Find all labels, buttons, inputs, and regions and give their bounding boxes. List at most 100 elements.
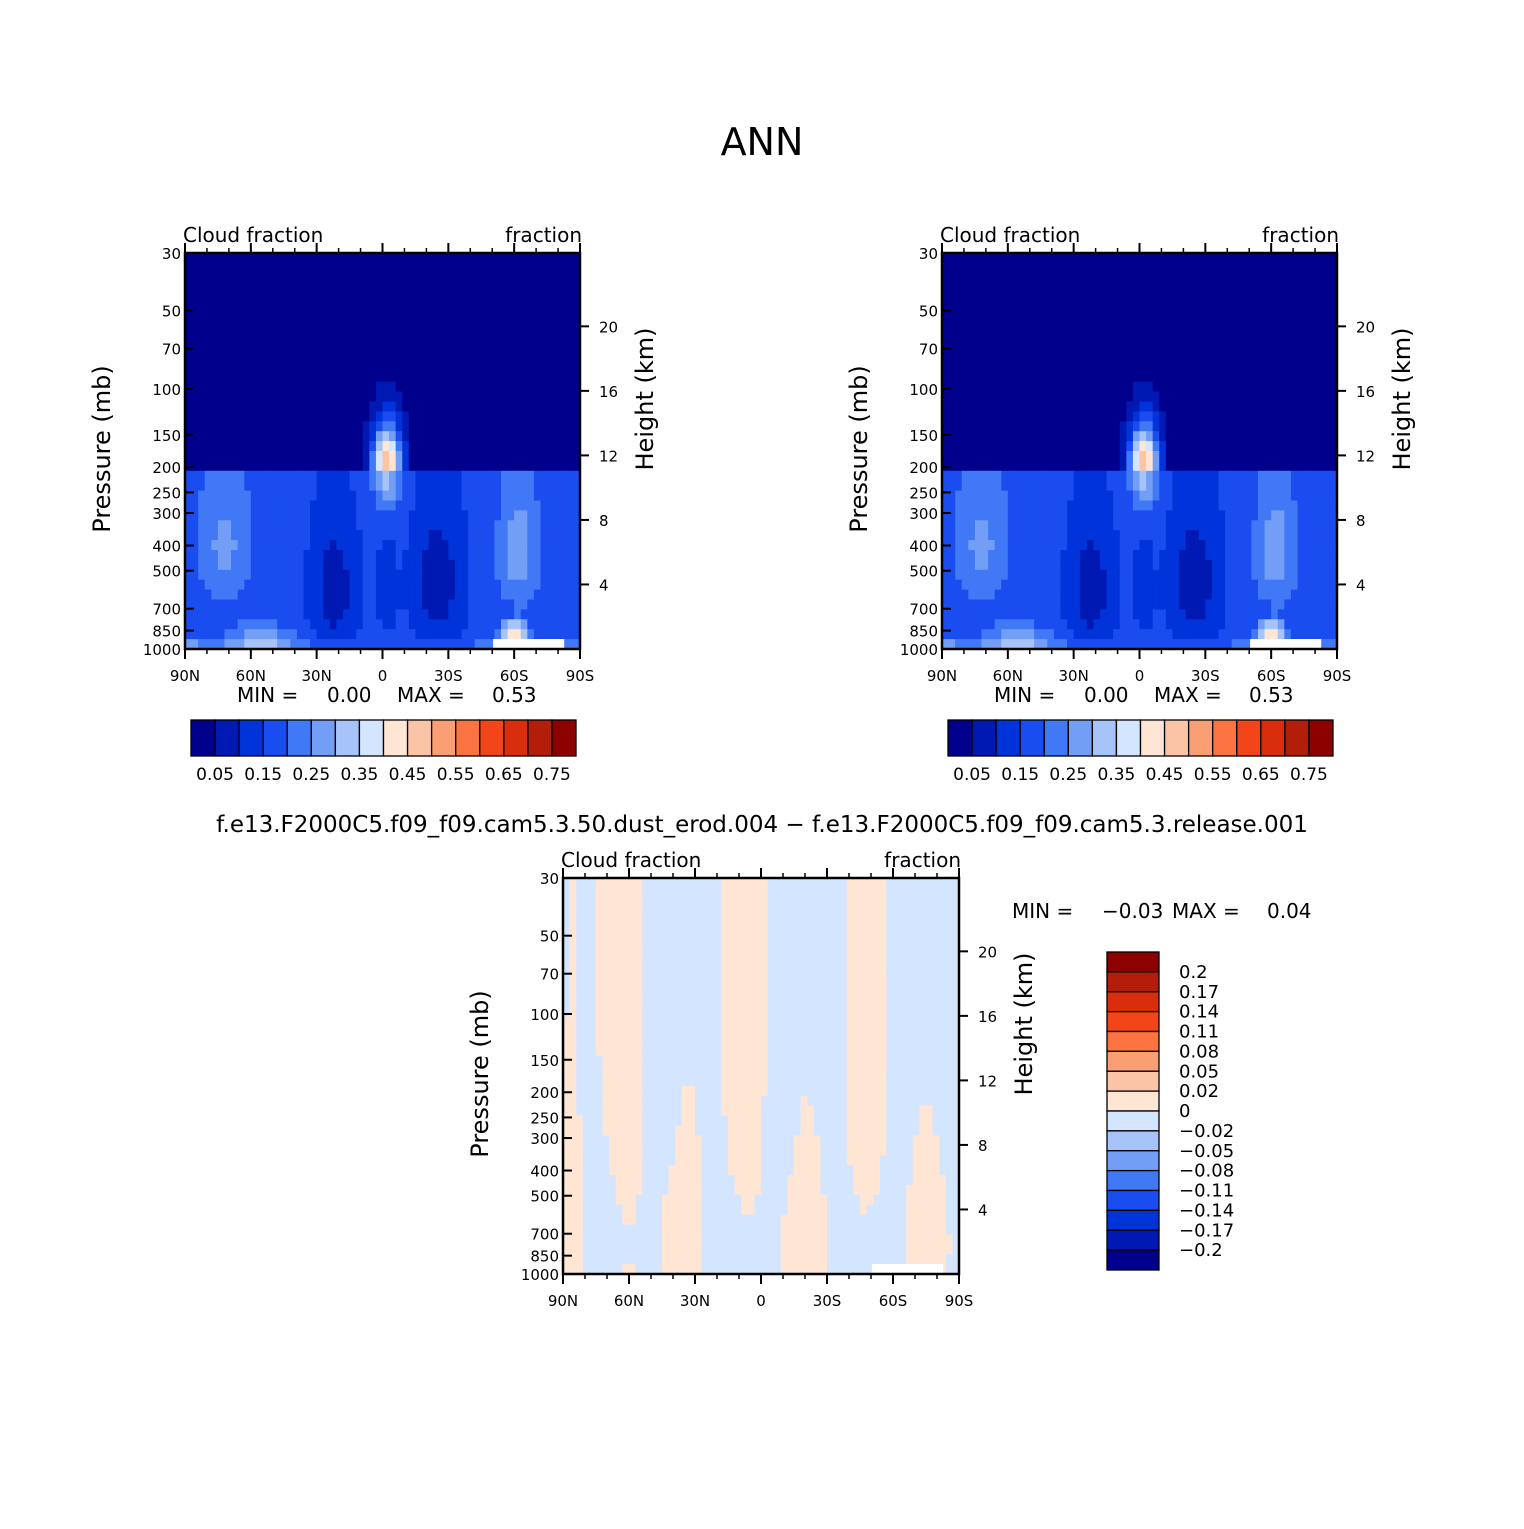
contour-cell — [1278, 263, 1285, 274]
contour-cell — [1080, 263, 1087, 274]
contour-cell — [409, 530, 416, 541]
contour-cell — [527, 560, 534, 571]
contour-cell — [567, 550, 574, 561]
contour-cell — [560, 451, 567, 462]
contour-cell — [343, 520, 350, 531]
contour-cell — [995, 362, 1002, 373]
contour-cell — [962, 629, 969, 640]
contour-cell — [211, 283, 218, 294]
contour-cell — [1008, 510, 1015, 521]
contour-cell — [541, 273, 548, 284]
contour-cell — [567, 540, 574, 551]
contour-cell — [264, 491, 271, 502]
contour-cell — [343, 421, 350, 432]
contour-cell — [415, 570, 422, 581]
contour-cell — [1014, 312, 1021, 323]
contour-cell — [376, 402, 383, 413]
contour-cell — [541, 411, 548, 422]
contour-cell — [1061, 322, 1068, 333]
contour-cell — [1100, 451, 1107, 462]
contour-cell — [1205, 332, 1212, 343]
contour-cell — [198, 451, 205, 462]
contour-cell — [1219, 332, 1226, 343]
contour-cell — [409, 540, 416, 551]
contour-cell — [1159, 530, 1166, 541]
contour-cell — [1212, 560, 1219, 571]
contour-cell — [284, 471, 291, 482]
contour-cell — [1140, 451, 1147, 462]
contour-cell — [1061, 461, 1068, 472]
contour-cell — [1153, 273, 1160, 284]
contour-cell — [310, 481, 317, 492]
contour-cell — [1278, 600, 1285, 611]
contour-cell — [1225, 451, 1232, 462]
contour-cell — [1278, 421, 1285, 432]
contour-cell — [1271, 273, 1278, 284]
colorbar-label: 0.15 — [244, 765, 282, 785]
contour-cell — [1087, 520, 1094, 531]
contour-cell — [1317, 619, 1324, 630]
contour-cell — [442, 491, 449, 502]
contour-cell — [982, 322, 989, 333]
contour-cell — [1093, 431, 1100, 442]
contour-cell — [415, 510, 422, 521]
contour-cell — [1291, 263, 1298, 274]
contour-cell — [1140, 382, 1147, 393]
contour-cell — [271, 431, 278, 442]
contour-cell — [1232, 382, 1239, 393]
contour-cell — [284, 362, 291, 373]
contour-cell — [462, 332, 469, 343]
contour-cell — [1041, 580, 1048, 591]
contour-cell — [988, 392, 995, 403]
contour-cell — [350, 342, 357, 353]
contour-cell — [363, 491, 370, 502]
contour-cell — [1080, 303, 1087, 314]
contour-cell — [317, 629, 324, 640]
contour-cell — [1225, 263, 1232, 274]
contour-cell — [1324, 431, 1331, 442]
contour-cell — [244, 362, 251, 373]
contour-cell — [1041, 263, 1048, 274]
contour-cell — [363, 619, 370, 630]
contour-cell — [218, 560, 225, 571]
contour-cell — [968, 451, 975, 462]
contour-cell — [514, 530, 521, 541]
contour-cell — [198, 253, 205, 264]
contour-cell — [297, 312, 304, 323]
contour-cell — [323, 392, 330, 403]
contour-cell — [343, 619, 350, 630]
contour-cell — [1199, 609, 1206, 620]
contour-cell — [475, 431, 482, 442]
contour-cell — [284, 342, 291, 353]
contour-cell — [402, 263, 409, 274]
contour-cell — [1028, 431, 1035, 442]
contour-cell — [1225, 362, 1232, 373]
contour-cell — [396, 372, 403, 383]
contour-cell — [271, 471, 278, 482]
contour-cell — [409, 441, 416, 452]
contour-cell — [514, 629, 521, 640]
contour-cell — [435, 629, 442, 640]
contour-cell — [468, 431, 475, 442]
contour-cell — [962, 451, 969, 462]
contour-cell — [218, 550, 225, 561]
contour-cell — [389, 332, 396, 343]
contour-cell — [1054, 491, 1061, 502]
contour-cell — [547, 293, 554, 304]
contour-cell — [383, 342, 390, 353]
contour-cell — [1041, 600, 1048, 611]
contour-cell — [376, 510, 383, 521]
contour-cell — [383, 600, 390, 611]
contour-cell — [442, 619, 449, 630]
contour-cell — [304, 510, 311, 521]
contour-cell — [330, 342, 337, 353]
contour-cell — [1080, 609, 1087, 620]
contour-cell — [218, 481, 225, 492]
contour-cell — [231, 619, 238, 630]
contour-cell — [488, 421, 495, 432]
contour-cell — [389, 501, 396, 512]
contour-cell — [363, 352, 370, 363]
contour-cell — [257, 540, 264, 551]
contour-cell — [1219, 580, 1226, 591]
